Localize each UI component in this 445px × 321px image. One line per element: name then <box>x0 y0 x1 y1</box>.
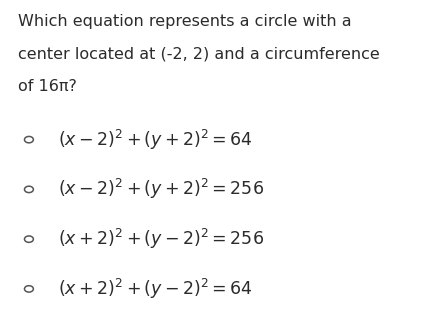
Text: of 16π?: of 16π? <box>18 79 77 94</box>
Text: $(x + 2)^2 + (y - 2)^2 = 64$: $(x + 2)^2 + (y - 2)^2 = 64$ <box>58 277 253 301</box>
Text: $(x + 2)^2 + (y - 2)^2 = 256$: $(x + 2)^2 + (y - 2)^2 = 256$ <box>58 227 264 251</box>
Text: $(x - 2)^2 + (y + 2)^2 = 256$: $(x - 2)^2 + (y + 2)^2 = 256$ <box>58 177 264 202</box>
Text: center located at (-2, 2) and a circumference: center located at (-2, 2) and a circumfe… <box>18 47 380 62</box>
Text: $(x - 2)^2 + (y + 2)^2 = 64$: $(x - 2)^2 + (y + 2)^2 = 64$ <box>58 127 253 152</box>
Text: Which equation represents a circle with a: Which equation represents a circle with … <box>18 14 352 30</box>
